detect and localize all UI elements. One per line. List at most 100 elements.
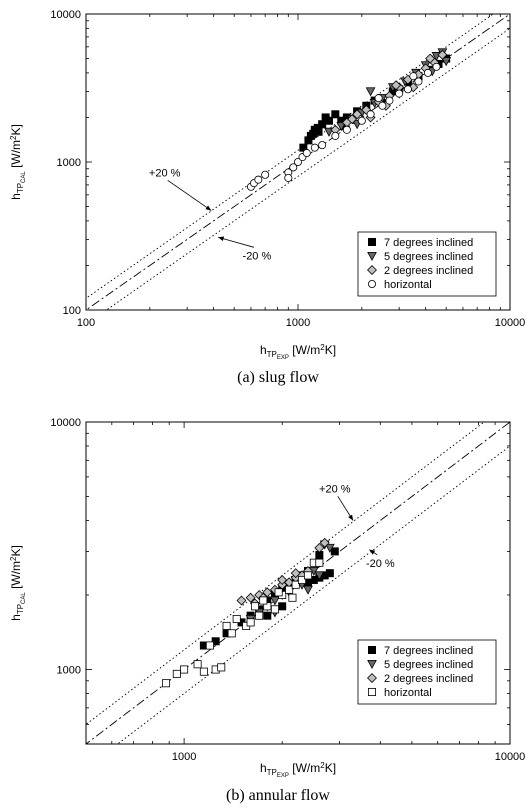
data-point [289, 163, 298, 172]
axis-label-sub: TP [16, 604, 25, 614]
x-axis-label: hTPEXP [W/m2K] [260, 761, 336, 779]
data-point [324, 543, 335, 553]
axis-label-main: h [9, 614, 23, 621]
data-point [331, 131, 340, 140]
data-point [232, 614, 241, 623]
reference-lines [86, 422, 510, 744]
plus-20-line [86, 422, 485, 725]
data-point [246, 618, 255, 627]
arrow-head [348, 514, 354, 521]
data-point [172, 669, 181, 678]
legend-marker [367, 660, 377, 670]
axis-label-sub: TP [267, 350, 277, 359]
data-point [318, 141, 327, 150]
minus-20-line [116, 445, 510, 744]
chart-panel-1: 1000 10000 1000 10000 +20 % -20 % 7 degrees in… [9, 417, 525, 804]
data-point [347, 114, 358, 125]
axis-label-subsub: CAL [21, 592, 27, 604]
ticks [85, 421, 511, 745]
annotation-label: -20 % [366, 558, 395, 570]
data-point [319, 537, 330, 548]
data-point [378, 101, 387, 110]
plus-20-line [86, 14, 494, 299]
axis-label-subsub: CAL [21, 171, 27, 183]
y-tick-label: 100 [63, 305, 81, 317]
data-point [217, 663, 226, 672]
data-point [162, 679, 171, 688]
data-point [193, 660, 202, 669]
axis-label-sub: TP [267, 768, 277, 777]
data-point [331, 110, 340, 119]
legend-marker [367, 279, 376, 288]
annotation-label: -20 % [243, 250, 272, 262]
data-point [222, 621, 231, 630]
data-point [336, 122, 347, 132]
series-3 [246, 62, 441, 191]
axis-label-sup: 2 [320, 761, 325, 770]
x-tick-label: 10000 [495, 317, 526, 329]
legend-marker [367, 646, 376, 655]
data-point [318, 120, 327, 129]
axis-label-subsub: EXP [277, 355, 289, 361]
data-point [403, 85, 412, 94]
legend-entry: 7 degrees inclined [384, 645, 473, 657]
parity-line [86, 14, 510, 310]
data-point [236, 595, 247, 606]
axis-label-unit: [W/m [9, 561, 23, 592]
data-point [432, 62, 441, 71]
legend-entry: 7 degrees inclined [384, 237, 473, 249]
data-points [162, 537, 339, 688]
data-point [199, 667, 208, 676]
data-point [285, 585, 294, 594]
figure-caption: (a) slug flow [237, 369, 319, 386]
axis-label-subsub: EXP [277, 773, 289, 779]
legend-entry: 5 degrees inclined [384, 659, 473, 671]
x-tick-label: 1000 [172, 751, 196, 763]
legend-marker [367, 673, 377, 683]
data-point [205, 641, 214, 650]
minus-20-line [105, 27, 510, 310]
data-point [366, 110, 375, 119]
data-point [297, 575, 306, 584]
data-point [245, 592, 256, 603]
axis-label-sub: TP [16, 183, 25, 193]
reference-lines [86, 14, 510, 310]
axis-label-main: h [9, 193, 23, 200]
data-point [303, 585, 313, 595]
data-point [314, 127, 323, 136]
figure-caption: (b) annular flow [226, 787, 330, 804]
legend-marker [367, 251, 377, 262]
data-point [314, 571, 325, 581]
legend-entry: horizontal [384, 279, 432, 291]
legend-entry: 2 degrees inclined [384, 265, 473, 277]
data-point [423, 68, 432, 77]
y-tick-label: 10000 [50, 417, 81, 429]
data-point [374, 94, 383, 103]
axis-label-main: h [260, 761, 267, 775]
axis-label-unit: [W/m [289, 343, 320, 357]
data-point [408, 82, 419, 93]
annotation-arrow [218, 236, 255, 248]
data-point [385, 96, 394, 105]
x-axis-label: hTPEXP [W/m2K] [260, 343, 336, 361]
y-axis-label: hTPCAL [W/m2K] [9, 545, 27, 621]
data-point [391, 80, 401, 91]
data-point [321, 113, 330, 122]
axis-label-tail: K] [9, 545, 23, 556]
data-point [357, 116, 366, 125]
axis-label-tail: K] [9, 124, 23, 135]
arrow-head [218, 236, 225, 242]
series-3 [162, 558, 324, 688]
data-point [263, 611, 272, 620]
axis-label-sup: 2 [9, 556, 18, 561]
data-point [304, 571, 313, 580]
data-point [293, 157, 302, 166]
data-point [288, 593, 297, 602]
y-tick-label: 1000 [57, 157, 81, 169]
data-point [330, 547, 339, 556]
legend: 7 degrees inclined 5 degrees inclined 2 de… [357, 639, 497, 705]
data-point [270, 596, 280, 606]
legend: 7 degrees inclined 5 degrees inclined 2 de… [357, 231, 497, 297]
legend-box [357, 639, 497, 705]
